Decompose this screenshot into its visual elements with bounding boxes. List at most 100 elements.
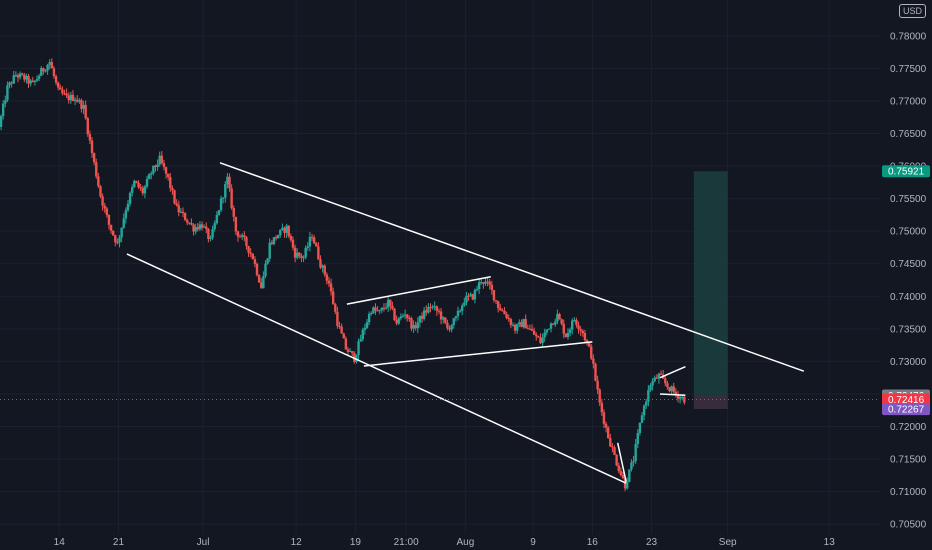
candle-body <box>596 380 599 390</box>
time-axis[interactable]: 14 21 Jul 12 19 21:00 Aug 9 16 23 Sep 13 <box>54 537 836 548</box>
candle-body <box>503 310 506 315</box>
candle-body <box>651 381 654 386</box>
candle-body <box>640 415 644 423</box>
candle-body <box>441 317 445 320</box>
candle-body <box>262 276 265 289</box>
target-zone[interactable] <box>693 171 728 396</box>
candle-body <box>427 306 430 313</box>
candle-body <box>118 237 121 243</box>
candle-body <box>268 242 271 259</box>
candle-body <box>293 247 297 258</box>
candle-body <box>484 281 487 284</box>
candle-body <box>634 444 637 462</box>
candle-body <box>585 340 589 343</box>
candle-body <box>659 373 663 375</box>
candle-body <box>600 402 604 413</box>
candle-body <box>234 216 238 232</box>
candle-body <box>116 242 119 244</box>
candle-body <box>67 95 70 101</box>
candle-body <box>48 62 51 65</box>
flag-upper[interactable] <box>346 276 491 305</box>
candle-body <box>611 446 614 448</box>
candle-body <box>528 328 532 330</box>
candle-body <box>44 70 47 72</box>
candle-body <box>615 454 618 466</box>
candle-body <box>306 246 309 248</box>
candle-body <box>664 378 667 384</box>
candle-body <box>420 315 424 319</box>
candle-body <box>558 313 561 320</box>
candle-body <box>40 68 43 76</box>
x-tick-label: 14 <box>54 537 66 548</box>
candle-body <box>317 246 320 260</box>
candle-body <box>143 186 147 194</box>
candle-body <box>406 314 409 318</box>
candle-body <box>338 326 341 328</box>
candle-body <box>378 310 381 312</box>
price-axis-background <box>880 0 932 550</box>
trendlines[interactable] <box>126 162 805 484</box>
candle-body <box>92 153 96 163</box>
flag-lower[interactable] <box>363 341 593 367</box>
stop-price-badge: 0.72267 <box>888 405 925 416</box>
candle-body <box>439 311 443 320</box>
candle-body <box>645 401 648 406</box>
candle-body <box>353 353 356 362</box>
candle-body <box>666 383 669 388</box>
candle-body <box>496 301 500 309</box>
candle-body <box>408 317 411 319</box>
candle-body <box>219 198 223 211</box>
candle-body <box>86 118 89 135</box>
candle-body <box>370 313 373 315</box>
candle-body <box>577 325 580 330</box>
candle-body <box>425 310 428 313</box>
candle-body <box>84 104 87 119</box>
candle-body <box>507 318 510 320</box>
candle-body <box>192 224 195 232</box>
candle-body <box>450 325 453 330</box>
candle-body <box>198 224 202 230</box>
candle-body <box>298 252 301 256</box>
candle-body <box>29 80 32 84</box>
candle-body <box>403 314 407 316</box>
candle-body <box>638 422 642 434</box>
currency-label[interactable]: USD <box>898 4 926 18</box>
candle-body <box>289 235 293 240</box>
price-axis[interactable]: 0.705000.710000.715000.720000.725000.730… <box>880 0 932 550</box>
candle-body <box>480 282 483 284</box>
candle-body <box>21 73 24 75</box>
candle-body <box>73 99 77 101</box>
candle-body <box>575 319 578 326</box>
y-tick-label: 0.75000 <box>890 227 927 238</box>
candle-body <box>363 327 367 330</box>
candle-body <box>655 377 659 379</box>
candle-body <box>418 315 422 323</box>
small-flag-lower[interactable] <box>659 393 686 397</box>
wedge-line[interactable] <box>616 442 627 483</box>
candle-body <box>122 218 125 228</box>
candle-body <box>399 316 403 319</box>
position-zones[interactable] <box>693 171 728 409</box>
candle-body <box>636 433 639 445</box>
candle-body <box>564 333 568 338</box>
candle-body <box>539 337 542 344</box>
candle-body <box>323 265 326 275</box>
candle-body <box>628 469 631 482</box>
candle-body <box>107 214 111 225</box>
stop-zone[interactable] <box>693 395 728 409</box>
candle-body <box>304 247 307 258</box>
candle-body <box>678 397 682 399</box>
candle-body <box>177 205 180 213</box>
candle-body <box>253 259 257 264</box>
y-tick-label: 0.72000 <box>890 422 927 433</box>
channel-lower[interactable] <box>126 253 627 484</box>
small-flag-upper[interactable] <box>659 365 686 379</box>
channel-upper[interactable] <box>219 162 805 372</box>
candle-body <box>488 281 491 285</box>
candle-body <box>23 74 26 80</box>
candle-body <box>592 358 595 364</box>
x-tick-label: 21:00 <box>394 537 419 548</box>
candle-body <box>520 322 523 328</box>
candle-body <box>486 281 489 283</box>
